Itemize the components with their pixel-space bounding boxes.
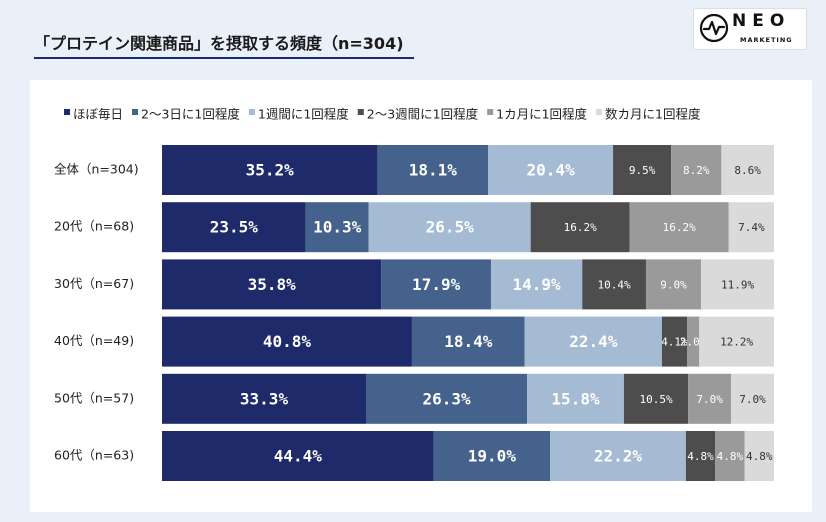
bar-segment-1-0: [162, 202, 306, 253]
data-label-1-4: 16.2%: [663, 221, 696, 234]
data-label-5-5: 4.8%: [746, 450, 773, 463]
legend-label-2: 1週間に1回程度: [258, 107, 349, 122]
legend-swatch-1: [132, 109, 139, 115]
category-label-1: 20代（n=68): [54, 219, 134, 234]
bar-segment-2-4: [645, 259, 702, 310]
bar-segment-1-2: [368, 202, 531, 253]
category-label-3: 40代（n=49): [54, 333, 134, 348]
data-label-3-5: 12.2%: [720, 336, 753, 349]
data-label-3-3: 4.1%: [661, 336, 688, 349]
bar-segment-5-2: [550, 431, 686, 481]
data-label-2-0: 35.8%: [248, 275, 297, 294]
data-label-2-4: 9.0%: [660, 278, 687, 291]
chart-panel: ほぼ毎日 2～3日に1回程度 1週間に1回程度 2～3週間に1回程度 1カ月に1回程度 数…: [30, 80, 812, 512]
neo-marketing-logo: NEO MARKETING: [693, 8, 807, 50]
bar-segment-3-0: [162, 316, 412, 367]
bar-segment-1-5: [728, 202, 774, 253]
bar-segment-0-0: [162, 145, 378, 195]
bar-segment-4-5: [731, 373, 774, 424]
legend-label-0: ほぼ毎日: [73, 107, 123, 122]
data-label-1-1: 10.3%: [313, 218, 362, 237]
data-label-1-0: 23.5%: [210, 218, 259, 237]
data-label-5-4: 4.8%: [717, 450, 744, 463]
bar-segment-3-5: [699, 316, 774, 367]
bar-segment-2-3: [582, 259, 646, 310]
data-label-2-3: 10.4%: [598, 278, 631, 291]
legend-swatch-4: [487, 109, 494, 115]
bar-segment-4-3: [623, 373, 689, 424]
bar-segment-2-1: [381, 259, 491, 310]
bar-segment-0-4: [671, 145, 722, 195]
data-label-0-5: 8.6%: [734, 164, 761, 177]
data-label-2-5: 11.9%: [721, 278, 754, 291]
bar-segment-3-3: [661, 316, 688, 367]
bar-segment-3-1: [411, 316, 525, 367]
bar-segment-2-5: [701, 259, 774, 310]
bar-segment-3-4: [687, 316, 700, 367]
bar-segment-4-1: [366, 373, 528, 424]
data-label-5-1: 19.0%: [468, 447, 517, 466]
bar-segment-5-0: [162, 431, 434, 481]
data-label-0-1: 18.1%: [409, 161, 458, 180]
bar-segment-5-4: [715, 431, 745, 481]
data-label-0-4: 8.2%: [683, 164, 710, 177]
bar-segment-5-5: [744, 431, 774, 481]
data-label-0-0: 35.2%: [246, 161, 295, 180]
bar-segment-1-3: [530, 202, 630, 253]
data-label-0-2: 20.4%: [527, 161, 576, 180]
data-label-2-1: 17.9%: [412, 275, 461, 294]
logo-wordmark: NEO: [732, 11, 791, 31]
stacked-bar-chart: ほぼ毎日 2～3日に1回程度 1週間に1回程度 2～3週間に1回程度 1カ月に1回程度 数…: [54, 107, 774, 481]
category-label-4: 50代（n=57): [54, 390, 134, 405]
data-label-4-3: 10.5%: [640, 393, 673, 406]
bar-segment-1-4: [629, 202, 729, 253]
logo-subtext: MARKETING: [740, 36, 793, 44]
bar-segment-5-1: [433, 431, 551, 481]
data-label-1-3: 16.2%: [564, 221, 597, 234]
legend-swatch-3: [357, 109, 364, 115]
data-label-5-3: 4.8%: [687, 450, 714, 463]
legend-swatch-5: [596, 109, 603, 115]
bar-segment-2-2: [490, 259, 583, 310]
bar-segment-5-3: [685, 431, 716, 481]
legend-label-5: 数カ月に1回程度: [605, 107, 701, 122]
category-label-5: 60代（n=63): [54, 448, 134, 463]
data-label-5-2: 22.2%: [594, 447, 643, 466]
legend-label-3: 2～3週間に1回程度: [367, 107, 479, 122]
legend-label-4: 1カ月に1回程度: [496, 107, 587, 122]
bar-segment-4-2: [527, 373, 624, 424]
data-label-2-2: 14.9%: [513, 275, 562, 294]
data-label-3-0: 40.8%: [263, 332, 312, 351]
data-label-4-4: 7.0%: [696, 393, 723, 406]
bar-segment-0-2: [488, 145, 614, 195]
data-label-4-1: 26.3%: [422, 389, 471, 408]
bar-segment-1-1: [305, 202, 369, 253]
bar-segment-0-1: [377, 145, 489, 195]
data-label-1-2: 26.5%: [426, 218, 475, 237]
title-underline: [34, 57, 414, 59]
data-label-3-1: 18.4%: [444, 332, 493, 351]
data-label-4-5: 7.0%: [739, 393, 766, 406]
category-label-2: 30代（n=67): [54, 276, 134, 291]
legend-label-1: 2～3日に1回程度: [141, 107, 240, 122]
data-label-4-2: 15.8%: [551, 389, 600, 408]
bar-segment-2-0: [162, 259, 382, 310]
data-label-0-3: 9.5%: [629, 164, 656, 177]
data-label-1-5: 7.4%: [738, 221, 765, 234]
bar-segment-3-2: [524, 316, 662, 367]
legend-swatch-2: [248, 109, 255, 115]
bar-segment-0-5: [721, 145, 774, 195]
bar-segment-4-4: [688, 373, 732, 424]
legend-swatch-0: [64, 109, 70, 115]
data-label-4-0: 33.3%: [240, 389, 289, 408]
category-label-0: 全体（n=304): [54, 162, 139, 177]
bar-segment-0-3: [613, 145, 672, 195]
logo-pulse-icon: [699, 13, 729, 43]
data-label-3-2: 22.4%: [569, 332, 618, 351]
data-label-5-0: 44.4%: [274, 447, 323, 466]
bar-segment-4-0: [162, 373, 366, 424]
page-title: 「プロテイン関連商品」を摂取する頻度（n=304): [34, 34, 404, 53]
